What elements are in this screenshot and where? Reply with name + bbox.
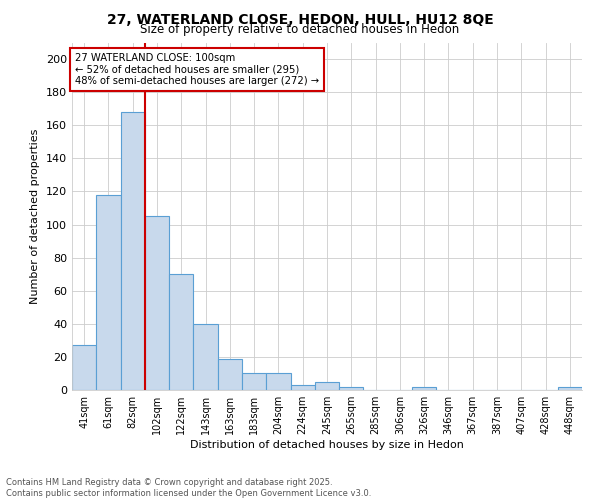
Bar (72, 346, 96, 390)
Text: Size of property relative to detached houses in Hedon: Size of property relative to detached ho… (140, 22, 460, 36)
Bar (169, 274, 193, 390)
Y-axis label: Number of detached properties: Number of detached properties (31, 128, 40, 304)
Bar (315, 382, 339, 390)
Bar (412, 386, 436, 390)
Bar (290, 385, 315, 390)
Bar (558, 386, 582, 390)
Bar (145, 216, 169, 390)
Bar (242, 374, 266, 390)
Text: Contains HM Land Registry data © Crown copyright and database right 2025.
Contai: Contains HM Land Registry data © Crown c… (6, 478, 371, 498)
Bar (193, 324, 218, 390)
Text: 27 WATERLAND CLOSE: 100sqm
← 52% of detached houses are smaller (295)
48% of sem: 27 WATERLAND CLOSE: 100sqm ← 52% of deta… (74, 53, 319, 86)
Text: 27, WATERLAND CLOSE, HEDON, HULL, HU12 8QE: 27, WATERLAND CLOSE, HEDON, HULL, HU12 8… (107, 12, 493, 26)
Bar (339, 386, 364, 390)
Bar (121, 112, 145, 390)
X-axis label: Distribution of detached houses by size in Hedon: Distribution of detached houses by size … (190, 440, 464, 450)
Bar (96, 194, 121, 390)
Bar (218, 358, 242, 390)
Bar (266, 374, 290, 390)
